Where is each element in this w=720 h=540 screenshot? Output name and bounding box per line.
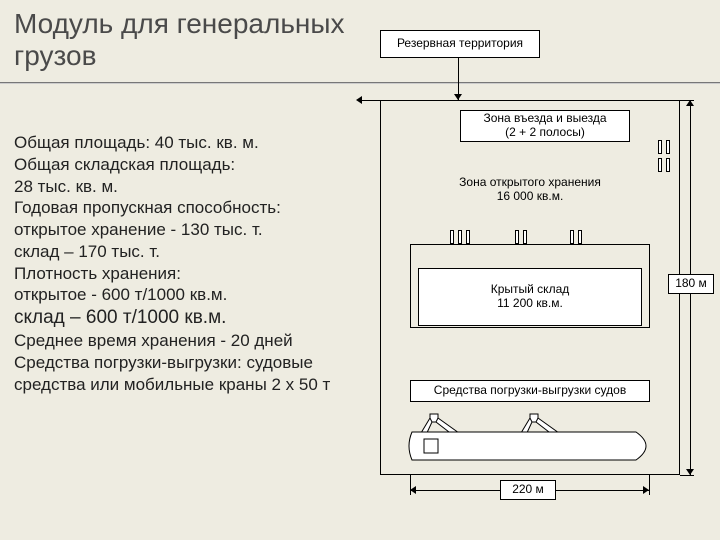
arrow-up-icon — [686, 100, 694, 106]
spec-line: склад – 170 тыс. т. — [14, 242, 160, 261]
gate-mark — [658, 140, 662, 154]
rod-mark — [458, 230, 462, 244]
arrow-left-icon — [410, 486, 416, 494]
spec-line: Общая площадь: 40 тыс. кв. м. — [14, 133, 259, 152]
rod-mark — [578, 230, 582, 244]
ship-icon — [406, 428, 658, 468]
reserve-box: Резервная территория — [380, 30, 540, 58]
spec-line: Средства погрузки-выгрузки: судовые сред… — [14, 353, 330, 394]
rod-mark — [570, 230, 574, 244]
spec-line: Среднее время хранения - 20 дней — [14, 331, 293, 350]
loading-box: Средства погрузки-выгрузки судов — [410, 380, 650, 402]
spec-line: Годовая пропускная способность: — [14, 198, 281, 217]
spec-line: открытое хранение - 130 тыс. т. — [14, 220, 263, 239]
height-dim-label: 180 м — [668, 274, 714, 294]
rod-mark — [515, 230, 519, 244]
rod-mark — [450, 230, 454, 244]
arrow-right-icon — [643, 486, 649, 494]
spec-line: Общая складская площадь: — [14, 155, 235, 174]
open-storage-label: Зона открытого хранения 16 000 кв.м. — [430, 175, 630, 203]
covered-warehouse: Крытый склад 11 200 кв.м. — [418, 268, 642, 326]
spec-line: открытое - 600 т/1000 кв.м. — [14, 285, 227, 304]
rod-mark — [466, 230, 470, 244]
gate-mark — [666, 158, 670, 172]
gate-mark — [658, 158, 662, 172]
layout-diagram: Резервная территория Зона въезда и выезд… — [370, 30, 700, 525]
dim-ext — [680, 475, 694, 476]
arrow-left-icon — [356, 96, 362, 104]
page-title: Модуль для генеральных грузов — [14, 8, 354, 72]
spec-text: Общая площадь: 40 тыс. кв. м. Общая скла… — [14, 132, 354, 396]
width-dim-label: 220 м — [500, 480, 556, 500]
gate-mark — [666, 140, 670, 154]
spec-line: 28 тыс. кв. м. — [14, 177, 118, 196]
arrow-down-icon — [686, 469, 694, 475]
spec-line-emph: склад – 600 т/1000 кв.м. — [14, 307, 226, 328]
spec-line: Плотность хранения: — [14, 264, 181, 283]
dim-ext — [649, 475, 650, 495]
entry-exit-box: Зона въезда и выезда (2 + 2 полосы) — [460, 110, 630, 142]
rod-mark — [523, 230, 527, 244]
